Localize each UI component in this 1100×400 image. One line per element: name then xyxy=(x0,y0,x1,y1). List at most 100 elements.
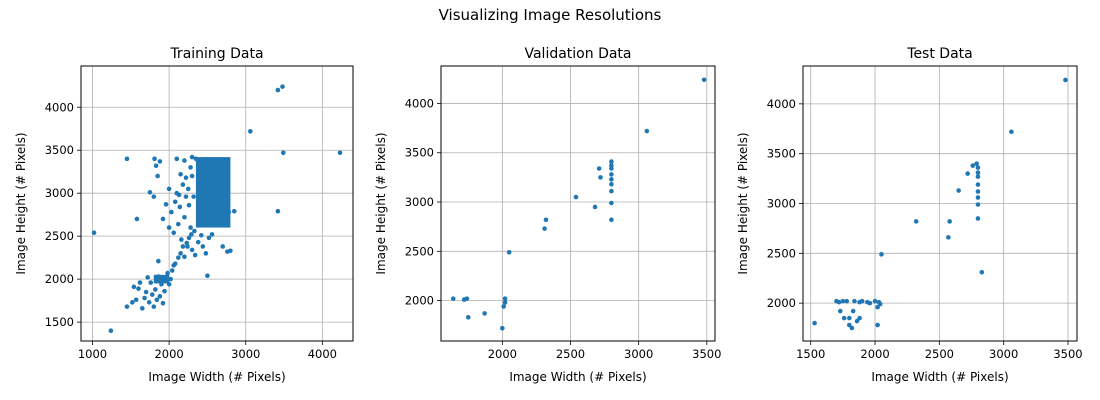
validation-x-tick-label: 3500 xyxy=(692,347,721,361)
test-data-point xyxy=(849,325,855,331)
training-data-point xyxy=(155,173,160,179)
test-data-point xyxy=(975,216,981,221)
training-chart-title: Training Data xyxy=(169,46,263,62)
training-axes-frame xyxy=(80,65,354,342)
training-data-point xyxy=(159,281,164,287)
training-y-tick-label: 4000 xyxy=(45,100,74,114)
training-data-point xyxy=(136,286,141,291)
training-dense-point-cluster xyxy=(195,157,231,228)
training-data-point xyxy=(178,171,183,177)
training-data-point xyxy=(169,268,175,273)
test-data-point xyxy=(872,298,878,304)
training-data-point xyxy=(151,194,157,199)
validation-data-point xyxy=(609,181,614,187)
training-data-point xyxy=(180,244,186,249)
validation-data-point xyxy=(502,300,508,305)
training-data-point xyxy=(143,289,149,295)
training-data-point xyxy=(172,261,178,266)
training-data-point xyxy=(145,275,150,280)
training-y-axis-label: Image Height (# Pixels) xyxy=(14,132,28,274)
test-data-point xyxy=(975,165,981,170)
validation-data-point xyxy=(543,217,549,223)
training-data-point xyxy=(108,328,114,333)
training-data-point xyxy=(147,190,153,195)
test-data-point xyxy=(975,195,981,200)
training-data-point xyxy=(203,251,209,256)
training-data-point xyxy=(228,248,233,254)
training-data-point xyxy=(189,247,195,253)
test-y-tick-label: 2000 xyxy=(767,296,796,310)
test-x-axis-label: Image Width (# Pixels) xyxy=(871,370,1008,384)
training-data-point xyxy=(275,87,281,93)
test-data-point xyxy=(841,315,847,321)
validation-y-tick-label: 2000 xyxy=(405,294,434,308)
training-data-point xyxy=(188,225,193,230)
test-data-point xyxy=(974,161,979,166)
test-y-tick-label: 3000 xyxy=(767,197,796,211)
training-data-point xyxy=(280,150,286,156)
test-data-point xyxy=(847,322,852,328)
test-data-point xyxy=(857,315,862,321)
training-data-point xyxy=(163,276,169,282)
training-data-point xyxy=(146,300,152,305)
training-x-tick-label: 2000 xyxy=(154,347,183,361)
validation-data-point xyxy=(598,175,603,180)
validation-data-point xyxy=(609,159,614,164)
test-data-point xyxy=(838,308,843,314)
test-y-axis-label: Image Height (# Pixels) xyxy=(736,132,750,274)
test-y-tick-label: 4000 xyxy=(767,97,796,111)
training-data-point xyxy=(179,237,184,242)
training-data-point xyxy=(160,300,166,306)
training-data-point xyxy=(139,306,145,311)
test-data-point xyxy=(975,189,981,194)
validation-data-point xyxy=(609,188,614,194)
training-y-tick-label: 3000 xyxy=(45,186,74,200)
validation-data-panel: 2000 2500 3000 3500 2000 2500 3000 3500 4000 Vali… xyxy=(374,46,721,384)
training-x-axis-label: Image Width (# Pixels) xyxy=(148,370,285,384)
training-y-tick-label: 2500 xyxy=(45,229,74,243)
test-x-tick-label: 3000 xyxy=(989,347,1018,361)
training-data-point xyxy=(206,235,212,241)
validation-y-axis-label: Image Height (# Pixels) xyxy=(374,132,388,274)
training-data-point xyxy=(280,84,285,89)
training-data-point xyxy=(205,273,210,278)
training-data-point xyxy=(131,284,137,290)
validation-y-tick-label: 2500 xyxy=(405,244,434,258)
training-data-point xyxy=(160,216,166,222)
test-x-tick-label: 3500 xyxy=(1053,347,1082,361)
validation-data-point xyxy=(592,204,598,210)
training-data-point xyxy=(172,199,178,205)
training-data-point xyxy=(166,281,172,287)
training-data-point xyxy=(226,209,232,215)
training-data-point xyxy=(248,129,253,134)
test-data-point xyxy=(840,298,846,304)
validation-data-point xyxy=(502,296,508,301)
training-data-point xyxy=(174,156,180,162)
test-data-point xyxy=(859,298,865,304)
test-data-point xyxy=(946,235,951,240)
test-data-point xyxy=(975,202,981,207)
training-data-point xyxy=(186,235,192,241)
test-x-tick-label: 2000 xyxy=(860,347,889,361)
training-data-point xyxy=(185,186,191,192)
validation-data-point xyxy=(596,166,602,171)
training-data-point xyxy=(231,208,237,214)
training-data-point xyxy=(166,186,172,192)
validation-data-point xyxy=(465,315,471,320)
training-data-point xyxy=(200,244,206,249)
training-data-point xyxy=(166,225,172,230)
test-y-tick-label: 3500 xyxy=(767,147,796,161)
training-x-tick-label: 4000 xyxy=(308,347,337,361)
training-data-point xyxy=(124,304,130,309)
training-data-point xyxy=(198,232,204,238)
training-data-point xyxy=(209,232,215,237)
test-chart-title: Test Data xyxy=(906,46,972,62)
training-data-point xyxy=(189,173,195,179)
training-data-point xyxy=(182,214,187,220)
validation-x-tick-label: 2000 xyxy=(488,347,517,361)
test-x-tick-label: 2500 xyxy=(925,347,954,361)
training-data-point xyxy=(191,194,196,199)
validation-data-point xyxy=(609,172,614,177)
training-data-point xyxy=(163,202,169,207)
test-data-point xyxy=(879,252,884,257)
